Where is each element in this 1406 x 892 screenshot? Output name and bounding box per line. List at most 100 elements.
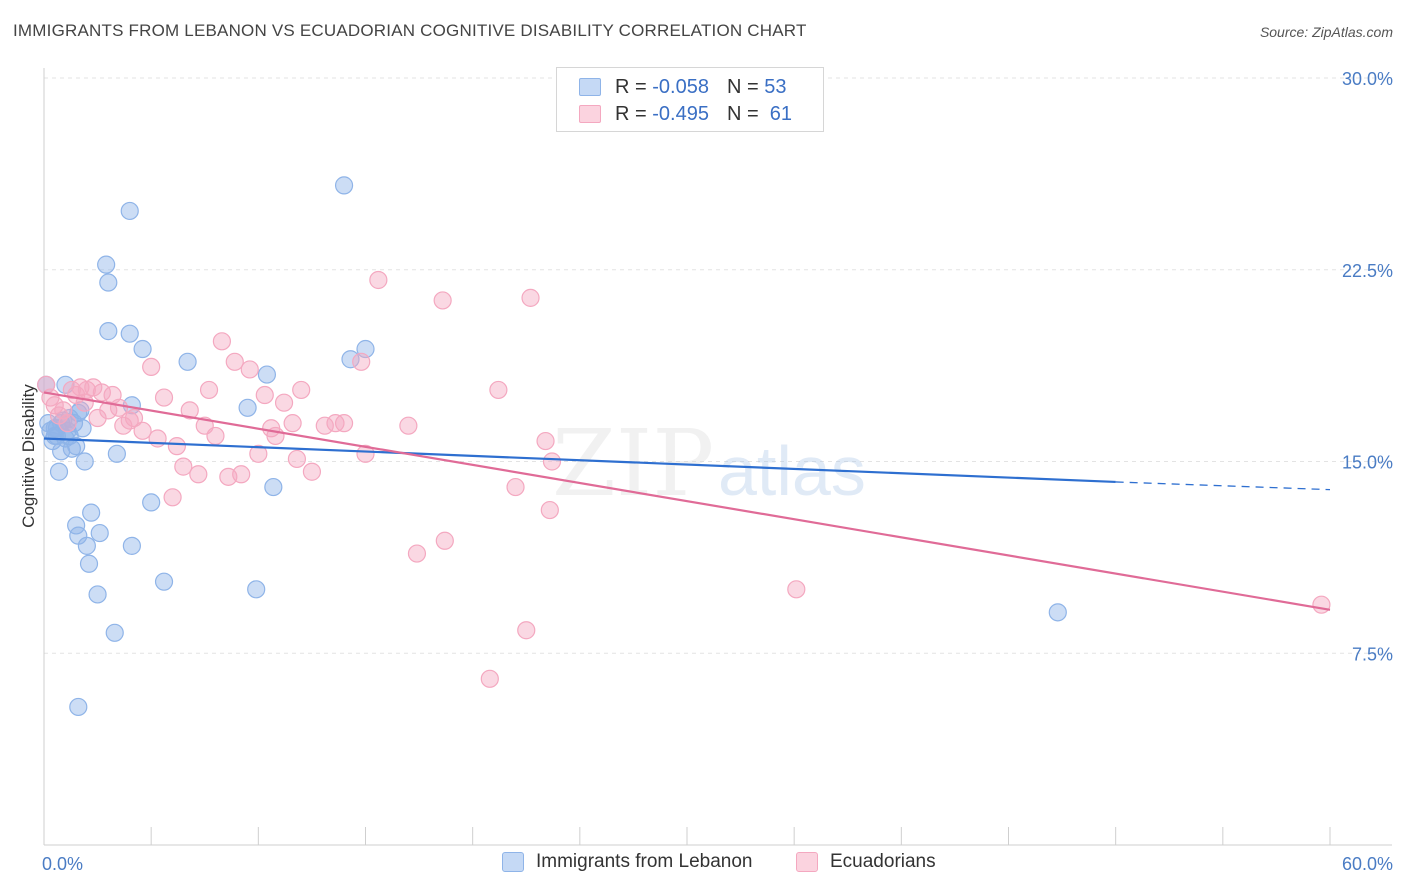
ecuadorian-point [787, 580, 806, 599]
ecuadorian-point [84, 378, 103, 397]
legend-swatch-lebanon [502, 852, 524, 872]
source-label: Source: ZipAtlas.com [1259, 24, 1393, 40]
chart-title: IMMIGRANTS FROM LEBANON VS ECUADORIAN CO… [13, 21, 807, 40]
ecuadorian-point [480, 669, 499, 688]
grid-lines [44, 77, 1392, 654]
lebanon-point [264, 477, 283, 497]
axes [43, 68, 1392, 846]
y-axis-label: Cognitive Disability [19, 384, 38, 528]
lebanon-point [334, 176, 354, 195]
ecuadorian-point [167, 437, 186, 456]
lebanon-point [154, 572, 174, 591]
ecuadorian-point [540, 500, 559, 520]
series-legend: Immigrants from Lebanon Ecuadorians [0, 851, 1406, 877]
ecuadorian-point [163, 488, 182, 507]
trend-line-ecuadorians [43, 391, 1331, 611]
legend-item-ecuadorians: Ecuadorians [796, 851, 936, 873]
legend-r-value: -0.058 [652, 75, 709, 98]
ecuadorian-point [283, 414, 302, 433]
legend-n-value: 53 [764, 75, 787, 98]
ecuadorian-point [435, 531, 454, 550]
lebanon-point [122, 536, 141, 555]
legend-n-label: N = [726, 102, 759, 125]
ecuadorian-point [536, 431, 555, 451]
ecuadorian-point [180, 401, 199, 420]
y-tick-label: 22.5% [1342, 261, 1393, 281]
ecuadorian-point [292, 380, 311, 400]
lebanon-point [1048, 603, 1067, 622]
ecuadorian-point [399, 416, 418, 435]
lebanon-point [133, 339, 152, 359]
ecuadorian-point [148, 429, 167, 448]
ecuadorian-point [154, 388, 174, 407]
ecuadorian-point [92, 383, 111, 402]
ecuadorian-point [433, 291, 452, 310]
ecuadorian-point [133, 421, 152, 440]
lebanon-point [69, 697, 88, 717]
ecuadorian-point [287, 449, 307, 469]
ecuadorian-point [240, 360, 259, 379]
ecuadorian-point [189, 465, 208, 484]
legend-n-value: 61 [769, 102, 793, 125]
ecuadorian-point [249, 444, 268, 463]
legend-item-lebanon: Immigrants from Lebanon [502, 851, 753, 873]
ecuadorian-point [489, 380, 508, 400]
ecuadorian-point [274, 393, 294, 412]
ecuadorian-point [174, 457, 193, 476]
ecuadorian-point [315, 416, 334, 435]
lebanon-point [90, 523, 109, 543]
ecuadorian-point [334, 414, 354, 433]
y-tick-label: 30.0% [1342, 69, 1393, 89]
ecuadorian-point [142, 357, 161, 377]
ecuadorian-point [225, 352, 244, 371]
lebanon-point [69, 526, 88, 545]
ecuadorian-point [542, 452, 562, 471]
lebanon-point [142, 493, 161, 512]
lebanon-point [88, 585, 107, 604]
y-tick-labels: 7.5% 15.0% 22.5% 30.0% [1342, 69, 1393, 664]
legend-label-lebanon: Immigrants from Lebanon [536, 851, 753, 872]
lebanon-point [79, 554, 99, 573]
ecuadorian-point [302, 462, 322, 481]
legend-swatch-ecuadorians [796, 852, 818, 872]
ecuadorian-point [124, 408, 144, 428]
ecuadorian-point [506, 477, 525, 497]
lebanon-point [257, 365, 277, 384]
legend-r-label: R = [615, 75, 647, 98]
ecuadorian-point [45, 396, 64, 415]
x-tick-labels: 0.0% 60.0% [42, 854, 1393, 874]
legend-n-label: N = [726, 75, 759, 98]
trend-lines [43, 391, 1331, 611]
ecuadorian-point [255, 385, 274, 405]
y-tick-label: 15.0% [1342, 453, 1393, 473]
ecuadorian-point [407, 544, 427, 563]
trend-line-lebanon-extension [1115, 481, 1331, 491]
ecuadorian-point [1312, 595, 1331, 614]
lebanon-point [75, 452, 94, 471]
legend-swatch-ecuadorians [579, 105, 601, 123]
series-ecuadorians-points [37, 270, 1331, 688]
watermark: ZIP atlas [552, 410, 866, 517]
ecuadorian-point [356, 444, 375, 463]
ecuadorian-point [232, 465, 251, 484]
ecuadorian-point [206, 426, 225, 446]
ecuadorian-point [521, 288, 540, 307]
legend-row-ecuadorians: R = -0.495 N = 61 [579, 102, 792, 126]
lebanon-point [99, 322, 118, 341]
correlation-legend: R = -0.058 N = 53 R = -0.495 N = 61 [556, 67, 824, 132]
ecuadorian-point [212, 332, 231, 351]
legend-r-value: -0.495 [652, 102, 709, 125]
legend-swatch-lebanon [579, 78, 601, 96]
x-tick-label: 0.0% [42, 854, 83, 874]
lebanon-point [120, 201, 139, 221]
lebanon-point [120, 324, 139, 343]
lebanon-point [82, 503, 101, 522]
lebanon-point [99, 273, 118, 292]
lebanon-point [178, 352, 197, 371]
y-tick-label: 7.5% [1352, 644, 1393, 664]
legend-label-ecuadorians: Ecuadorians [830, 851, 936, 872]
legend-r-label: R = [615, 102, 647, 125]
lebanon-point [247, 580, 266, 599]
ecuadorian-point [199, 380, 219, 400]
